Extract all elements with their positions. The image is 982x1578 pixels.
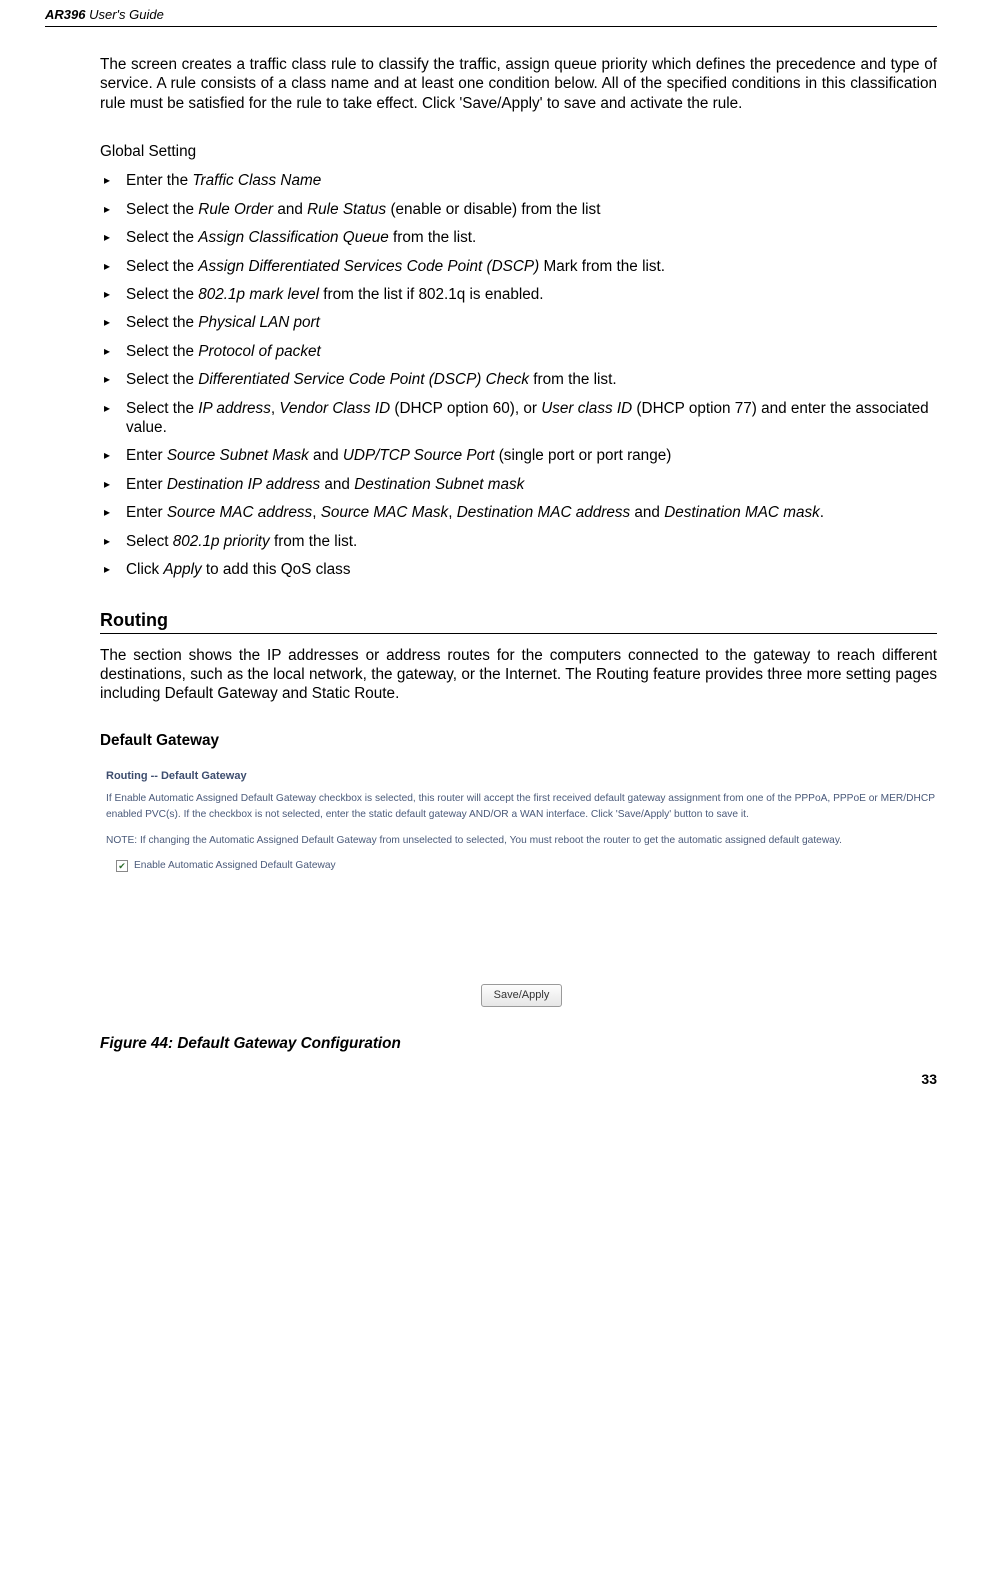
list-item: Select the Protocol of packet	[100, 342, 937, 361]
save-apply-button[interactable]: Save/Apply	[481, 984, 563, 1007]
section-rule	[100, 633, 937, 634]
checkbox-row[interactable]: ✔ Enable Automatic Assigned Default Gate…	[106, 858, 937, 874]
checkbox-icon[interactable]: ✔	[116, 860, 128, 872]
list-item: Enter the Traffic Class Name	[100, 171, 937, 190]
list-item: Select the Assign Differentiated Service…	[100, 257, 937, 276]
page-number: 33	[45, 1071, 937, 1087]
list-item: Select the Assign Classification Queue f…	[100, 228, 937, 247]
list-item: Enter Source MAC address, Source MAC Mas…	[100, 503, 937, 522]
product-name: AR396	[45, 7, 85, 22]
header-suffix: User's Guide	[85, 7, 163, 22]
page-header: AR396 User's Guide	[45, 0, 937, 27]
list-item: Select the Rule Order and Rule Status (e…	[100, 200, 937, 219]
router-panel-title: Routing -- Default Gateway	[106, 768, 937, 785]
global-setting-label: Global Setting	[100, 143, 937, 161]
router-note-1: If Enable Automatic Assigned Default Gat…	[106, 791, 937, 823]
list-item: Select the Physical LAN port	[100, 313, 937, 332]
list-item: Enter Source Subnet Mask and UDP/TCP Sou…	[100, 446, 937, 465]
list-item: Click Apply to add this QoS class	[100, 560, 937, 579]
routing-title: Routing	[100, 610, 937, 631]
routing-body: The section shows the IP addresses or ad…	[100, 646, 937, 704]
header-text: AR396 User's Guide	[45, 7, 164, 22]
list-item: Select the 802.1p mark level from the li…	[100, 285, 937, 304]
list-item: Select the IP address, Vendor Class ID (…	[100, 399, 937, 438]
bullet-list: Enter the Traffic Class Name Select the R…	[100, 171, 937, 579]
default-gateway-heading: Default Gateway	[100, 732, 937, 750]
list-item: Select the Differentiated Service Code P…	[100, 370, 937, 389]
checkbox-label: Enable Automatic Assigned Default Gatewa…	[134, 858, 336, 874]
router-panel: Routing -- Default Gateway If Enable Aut…	[100, 764, 937, 1007]
router-note-2: NOTE: If changing the Automatic Assigned…	[106, 833, 937, 849]
list-item: Enter Destination IP address and Destina…	[100, 475, 937, 494]
intro-paragraph: The screen creates a traffic class rule …	[100, 55, 937, 113]
figure-caption: Figure 44: Default Gateway Configuration	[100, 1035, 937, 1053]
list-item: Select 802.1p priority from the list.	[100, 532, 937, 551]
